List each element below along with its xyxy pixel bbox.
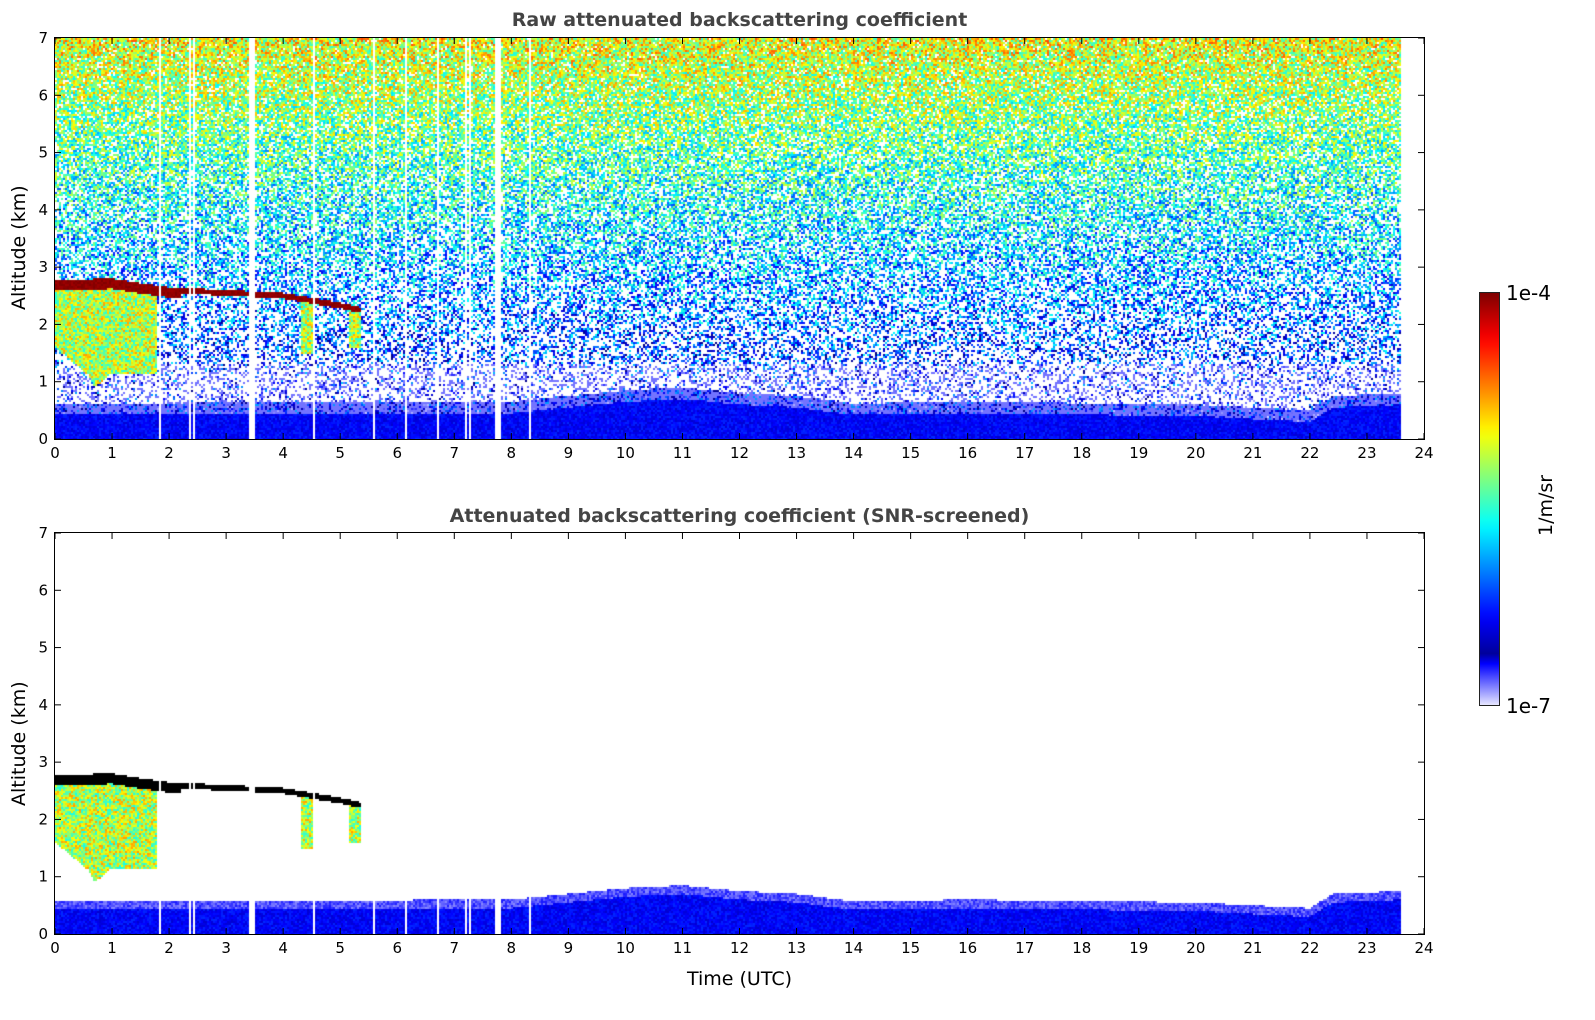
bottom-y-axis-label: Altitude (km) [8, 681, 30, 806]
x-tick-label: 6 [392, 939, 402, 957]
top-plot-area: 0 1 2 3 4 5 6 7 8 9 10 11 12 13 14 15 16 17 18 19 20 21 22 23 24… [38, 29, 1433, 462]
x-tick-label: 12 [730, 939, 749, 957]
x-tick-label: 20 [1186, 444, 1205, 462]
x-tick-label: 21 [1243, 444, 1262, 462]
x-tick-label: 14 [844, 939, 863, 957]
top-chart-title: Raw attenuated backscattering coefficien… [511, 9, 968, 31]
x-tick-label: 16 [958, 444, 977, 462]
colorbar-max-label: 1e-4 [1506, 281, 1551, 305]
y-tick-label: 3 [38, 258, 48, 276]
x-tick-label: 11 [673, 444, 692, 462]
x-tick-label: 8 [507, 444, 517, 462]
x-tick-label: 7 [450, 939, 460, 957]
colorbar-min-label: 1e-7 [1506, 694, 1551, 718]
x-tick-label: 6 [392, 444, 402, 462]
x-tick-label: 16 [958, 939, 977, 957]
y-tick-label: 0 [38, 925, 48, 943]
y-tick-label: 6 [38, 581, 48, 599]
bottom-plot-area: 0 1 2 3 4 5 6 7 8 9 10 11 12 13 14 15 16 17 18 19 20 21 22 23 24… [38, 524, 1433, 957]
x-tick-label: 23 [1357, 444, 1376, 462]
x-tick-label: 5 [335, 444, 345, 462]
y-tick-label: 2 [38, 810, 48, 828]
x-tick-label: 13 [787, 444, 806, 462]
x-tick-label: 19 [1129, 444, 1148, 462]
x-tick-label: 3 [221, 444, 231, 462]
x-tick-label: 24 [1414, 939, 1433, 957]
bottom-axes: 0 1 2 3 4 5 6 7 8 9 10 11 12 13 14 15 16 17 18 19 20 21 22 23 24… [38, 524, 1433, 957]
x-tick-label: 22 [1300, 939, 1319, 957]
x-tick-label: 4 [278, 939, 288, 957]
top-axes: 0 1 2 3 4 5 6 7 8 9 10 11 12 13 14 15 16 17 18 19 20 21 22 23 24… [38, 29, 1433, 462]
x-axis-label: Time (UTC) [686, 968, 793, 990]
x-tick-label: 2 [164, 444, 174, 462]
y-tick-label: 2 [38, 315, 48, 333]
x-tick-label: 20 [1186, 939, 1205, 957]
colorbar [1479, 292, 1500, 706]
y-tick-label: 3 [38, 753, 48, 771]
x-tick-label: 8 [507, 939, 517, 957]
x-tick-label: 9 [564, 444, 574, 462]
x-tick-label: 11 [673, 939, 692, 957]
x-tick-label: 17 [1015, 939, 1034, 957]
x-tick-label: 0 [50, 939, 60, 957]
x-tick-label: 9 [564, 939, 574, 957]
x-tick-label: 19 [1129, 939, 1148, 957]
y-tick-label: 1 [38, 373, 48, 391]
y-tick-label: 6 [38, 86, 48, 104]
x-tick-label: 18 [1072, 939, 1091, 957]
x-tick-label: 1 [107, 939, 117, 957]
y-tick-label: 7 [38, 524, 48, 542]
x-tick-label: 22 [1300, 444, 1319, 462]
x-tick-label: 15 [901, 444, 920, 462]
bottom-chart-title: Attenuated backscattering coefficient (S… [449, 505, 1030, 527]
x-tick-label: 5 [335, 939, 345, 957]
x-tick-label: 7 [450, 444, 460, 462]
colorbar-label: 1/m/sr [1535, 474, 1557, 536]
y-tick-label: 7 [38, 29, 48, 47]
y-tick-label: 4 [38, 696, 48, 714]
x-tick-label: 21 [1243, 939, 1262, 957]
top-y-axis-label: Altitude (km) [8, 185, 30, 310]
x-tick-label: 10 [616, 444, 635, 462]
raw-backscatter-heatmap [55, 38, 1424, 439]
x-tick-label: 24 [1414, 444, 1433, 462]
x-tick-label: 23 [1357, 939, 1376, 957]
y-tick-label: 5 [38, 144, 48, 162]
x-tick-label: 13 [787, 939, 806, 957]
y-tick-label: 5 [38, 639, 48, 657]
x-tick-label: 12 [730, 444, 749, 462]
x-tick-label: 3 [221, 939, 231, 957]
y-tick-label: 1 [38, 868, 48, 886]
x-tick-label: 14 [844, 444, 863, 462]
x-tick-label: 17 [1015, 444, 1034, 462]
screened-backscatter-heatmap [55, 533, 1424, 934]
x-tick-label: 18 [1072, 444, 1091, 462]
y-tick-label: 0 [38, 430, 48, 448]
x-tick-label: 2 [164, 939, 174, 957]
x-tick-label: 15 [901, 939, 920, 957]
y-tick-label: 4 [38, 201, 48, 219]
x-tick-label: 1 [107, 444, 117, 462]
x-tick-label: 0 [50, 444, 60, 462]
x-tick-label: 10 [616, 939, 635, 957]
x-tick-label: 4 [278, 444, 288, 462]
